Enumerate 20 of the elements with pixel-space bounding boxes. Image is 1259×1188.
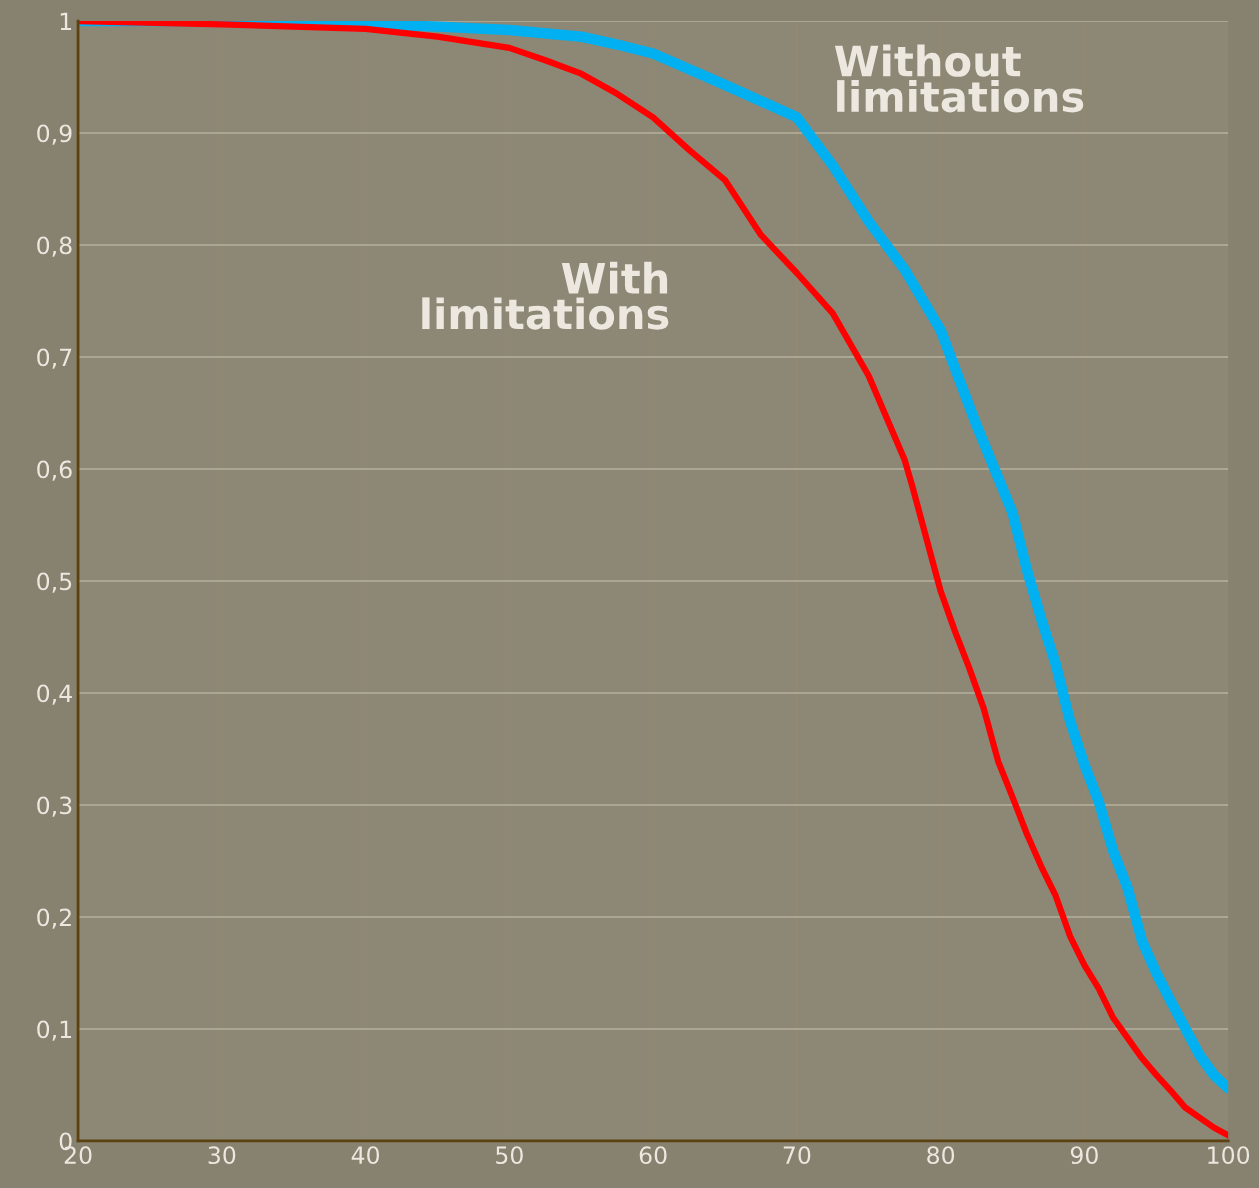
y-tick-label: 0,7 <box>37 348 72 369</box>
x-tick-label: 100 <box>1208 1146 1250 1165</box>
x-tick-label: 80 <box>927 1146 955 1165</box>
x-tick-label: 50 <box>496 1146 523 1165</box>
y-tick-label: 0,6 <box>37 460 72 481</box>
y-tick-label: 1 <box>60 12 72 30</box>
x-tick-label: 70 <box>783 1146 811 1165</box>
y-tick-label: 0,3 <box>37 796 72 817</box>
x-tick-label: 40 <box>351 1146 380 1165</box>
x-tick-label: 30 <box>208 1146 236 1165</box>
y-tick-label: 0,2 <box>37 908 71 929</box>
y-tick-label: 0,5 <box>37 572 72 593</box>
series-label: Without limitations <box>834 44 1084 113</box>
y-tick-label: 0,8 <box>37 236 72 257</box>
y-tick-label: 0,4 <box>37 684 72 705</box>
y-tick-label: 0,1 <box>37 1020 72 1041</box>
x-tick-label: 60 <box>639 1146 667 1165</box>
x-tick-label: 90 <box>1070 1146 1098 1165</box>
y-tick-label: 0,9 <box>37 124 72 145</box>
text: With limitations <box>422 261 669 330</box>
